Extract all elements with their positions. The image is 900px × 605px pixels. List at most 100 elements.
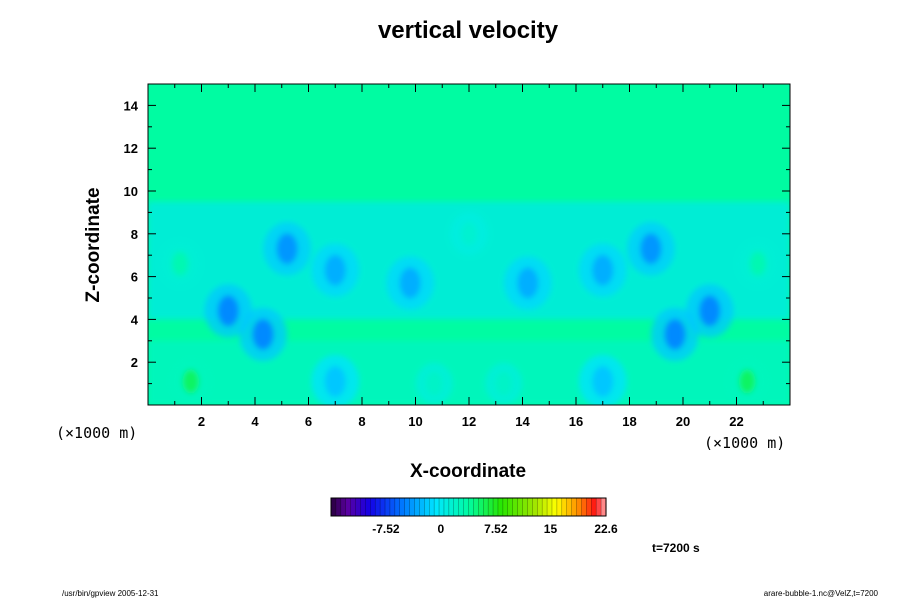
colorbar-cell (517, 498, 524, 516)
field-core-downdraft (324, 366, 346, 397)
y-tick-label: 14 (124, 98, 139, 113)
colorbar-cell (591, 498, 597, 516)
colorbar-cell (375, 498, 381, 516)
colorbar-cell (429, 498, 435, 516)
footer-left-note: /usr/bin/gpview 2005-12-31 (62, 589, 159, 598)
colorbar-cell (566, 498, 573, 516)
colorbar-cell (394, 498, 401, 516)
x-tick-label: 10 (408, 414, 422, 429)
colorbar-cell (340, 498, 347, 516)
field-core-downdraft (592, 366, 614, 397)
colorbar-cell (571, 498, 578, 516)
colorbar-cell (527, 498, 533, 516)
colorbar-cell (399, 498, 406, 516)
colorbar-cell (547, 498, 553, 516)
colorbar-cell (512, 498, 519, 516)
field-core-updraft (460, 221, 478, 246)
colorbar-cell (556, 498, 563, 516)
x-tick-label: 16 (569, 414, 583, 429)
colorbar-tick-label: 7.52 (484, 522, 508, 536)
chart-title: vertical velocity (378, 17, 559, 44)
x-tick-label: 8 (358, 414, 365, 429)
colorbar-cell (443, 498, 450, 516)
colorbar-cell (385, 498, 391, 516)
y-axis: 2 4 6 8 10 12 14 (124, 98, 790, 385)
field-core-downdraft (664, 318, 686, 350)
colorbar-cell (439, 498, 445, 516)
colorbar-cell (414, 498, 420, 516)
field-core-downdraft (517, 267, 539, 299)
heatmap-field (148, 201, 790, 405)
x-tick-label: 12 (462, 414, 476, 429)
colorbar-cell (389, 498, 396, 516)
colorbar-cell (380, 498, 386, 516)
colorbar-cell (493, 498, 499, 516)
colorbar-cell (370, 498, 376, 516)
x-tick-label: 2 (198, 414, 205, 429)
x-tick-label: 14 (515, 414, 530, 429)
y-axis-label: Z-coordinate (83, 187, 104, 302)
y-tick-label: 4 (131, 312, 139, 327)
colorbar-cell (331, 498, 337, 516)
x-unit-label-right: (×1000 m) (704, 434, 785, 452)
colorbar-frame (330, 497, 607, 517)
plot-area (148, 84, 790, 405)
x-tick-label: 20 (676, 414, 690, 429)
colorbar-cell (365, 498, 371, 516)
colorbar-cell (404, 498, 411, 516)
field-core-updraft (182, 369, 200, 394)
colorbar-cell (468, 498, 475, 516)
field-core-downdraft (592, 254, 614, 286)
colorbar-ticks: -7.52 0 7.52 15 22.6 (372, 522, 618, 536)
colorbar-cell (453, 498, 460, 516)
colorbar-cell (448, 498, 455, 516)
colorbar-cell (488, 498, 494, 516)
colorbar-cell (345, 498, 352, 516)
colorbar-tick-label: 0 (438, 522, 445, 536)
field-core-updraft (425, 371, 443, 396)
colorbar-cell (507, 498, 514, 516)
colorbar-cell (355, 498, 362, 516)
y-tick-label: 2 (131, 355, 138, 370)
field-core-updraft (749, 251, 767, 276)
colorbar-cell (551, 498, 558, 516)
field-core-downdraft (324, 254, 346, 286)
field-core-downdraft (699, 295, 721, 327)
colorbar-tick-label: 22.6 (594, 522, 618, 536)
colorbar-cell (502, 498, 509, 516)
colorbar-cell (561, 498, 568, 516)
colorbar-cell (478, 498, 484, 516)
colorbar-cell (424, 498, 430, 516)
x-axis-label: X-coordinate (410, 461, 526, 482)
colorbar-cell (335, 498, 342, 516)
x-tick-label: 18 (622, 414, 636, 429)
field-core-downdraft (399, 267, 421, 299)
field-core-updraft (171, 251, 189, 276)
colorbar-cell (542, 498, 548, 516)
colorbar-cell (576, 498, 583, 516)
colorbar-tick-label: 15 (544, 522, 558, 536)
colorbar-cell (522, 498, 529, 516)
footer-right-note: arare-bubble-1.nc@VelZ,t=7200 (764, 589, 879, 598)
colorbar-cell (483, 498, 489, 516)
colorbar-cell (581, 498, 587, 516)
colorbar-cell (434, 498, 440, 516)
field-core-downdraft (252, 318, 274, 350)
colorbar-cell (473, 498, 479, 516)
colorbar-cell (419, 498, 425, 516)
time-label: t=7200 s (652, 541, 700, 555)
colorbar-cell (596, 498, 602, 516)
x-tick-label: 6 (305, 414, 312, 429)
colorbar (330, 498, 607, 516)
x-axis: 2 4 6 8 10 12 14 16 18 20 22 (174, 84, 764, 429)
y-tick-label: 6 (131, 270, 138, 285)
colorbar-cell (532, 498, 538, 516)
x-tick-label: 4 (251, 414, 259, 429)
colorbar-cell (458, 498, 465, 516)
colorbar-tick-label: -7.52 (372, 522, 400, 536)
field-core-downdraft (217, 295, 239, 327)
colorbar-cell (350, 498, 357, 516)
y-tick-label: 8 (131, 227, 138, 242)
field-core-downdraft (640, 233, 662, 265)
